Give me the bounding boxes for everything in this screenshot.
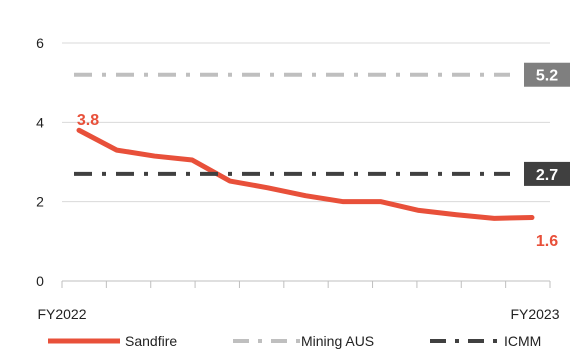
y-tick-label: 2 — [36, 194, 44, 210]
start-value-label: 3.8 — [77, 112, 99, 129]
legend: Sandfire Mining AUS ICMM — [48, 333, 541, 349]
gridlines — [62, 42, 550, 203]
data-labels: 3.8 1.6 5.2 2.7 — [77, 62, 570, 250]
value-badge-text: 5.2 — [536, 68, 558, 85]
axes: 0 2 4 6 FY2022 FY2023 — [36, 35, 560, 322]
value-badge-text: 2.7 — [536, 167, 558, 184]
y-tick-label: 4 — [36, 114, 44, 130]
value-badge — [524, 62, 570, 87]
x-tick-label-start: FY2022 — [37, 306, 86, 322]
series-lines — [74, 72, 535, 221]
y-tick-label: 6 — [36, 35, 44, 51]
y-tick-label: 0 — [36, 273, 44, 289]
end-value-label: 1.6 — [536, 233, 558, 250]
legend-label: ICMM — [504, 333, 541, 349]
x-tick-label-end: FY2023 — [510, 306, 559, 322]
value-badge — [524, 161, 570, 186]
legend-label: Sandfire — [125, 333, 177, 349]
legend-label: Mining AUS — [301, 333, 374, 349]
